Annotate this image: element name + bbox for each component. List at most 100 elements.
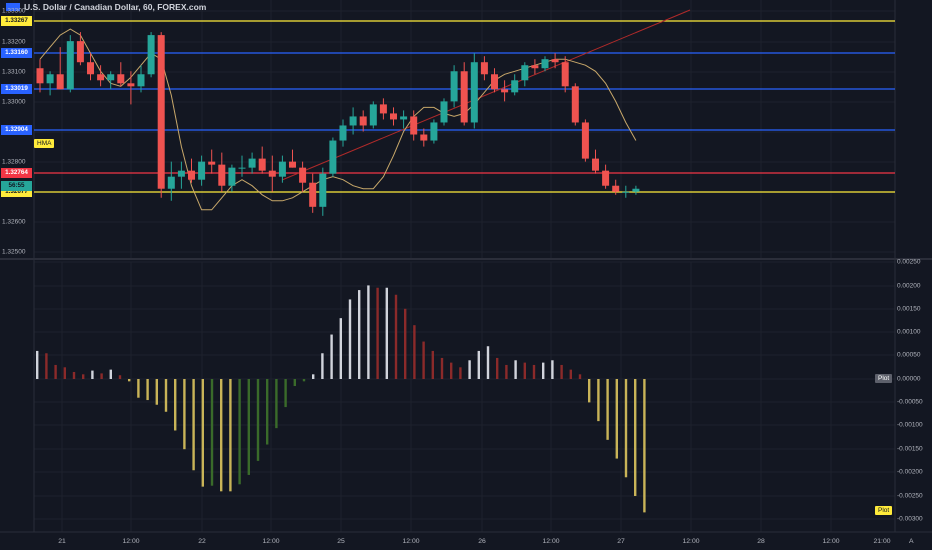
candle-body: [551, 59, 559, 63]
trendline: [281, 9, 691, 181]
candle-body: [480, 62, 488, 75]
candle-body: [470, 62, 478, 123]
level-label-yellow-top[interactable]: 1.33267: [1, 16, 32, 26]
level-label-blue[interactable]: 1.32904: [1, 125, 32, 135]
candle-body: [632, 188, 640, 192]
oscillator-bar: [348, 299, 352, 379]
price-tick: 1.32800: [2, 158, 26, 166]
oscillator-bar: [615, 379, 618, 459]
hma-indicator-tag[interactable]: HMA: [34, 139, 55, 148]
candle-body: [198, 161, 206, 180]
candle-body: [319, 173, 327, 207]
time-label: 25: [337, 538, 345, 545]
oscillator-bar: [275, 379, 278, 429]
candle-body: [622, 191, 630, 193]
oscillator-bar: [174, 379, 177, 431]
candle-body: [137, 74, 145, 87]
oscillator-bar: [523, 362, 526, 379]
candle-body: [177, 170, 185, 177]
oscillator-bar: [164, 379, 168, 412]
oscillator-bar: [422, 341, 425, 379]
oscillator-bar: [477, 350, 480, 379]
candle-body: [359, 116, 367, 126]
candle-body: [501, 89, 509, 93]
oscillator-bar: [118, 375, 122, 379]
candle-body: [420, 134, 428, 141]
candle-body: [349, 116, 357, 126]
symbol-icon: [6, 3, 20, 11]
time-label: 12:00: [402, 538, 420, 545]
candle-body: [107, 74, 115, 81]
candle-body: [208, 161, 216, 165]
time-label: 12:00: [682, 538, 700, 545]
oscillator-bar: [220, 379, 223, 492]
price-tick: 1.33000: [2, 98, 26, 106]
candle-body: [521, 65, 529, 81]
candle-body: [602, 170, 610, 186]
candle-body: [97, 74, 105, 81]
candle-body: [289, 161, 296, 168]
oscillator-bar: [247, 379, 250, 475]
candle-body: [188, 170, 195, 180]
oscillator-bar: [63, 367, 66, 379]
oscillator-bar: [459, 367, 462, 379]
price-tick: 1.33300: [2, 7, 26, 15]
oscillator-bar: [293, 379, 296, 387]
candle-body: [450, 71, 458, 102]
candle-body: [268, 170, 276, 177]
oscillator-bar: [606, 379, 609, 440]
time-label: 12:00: [542, 538, 560, 545]
candle-body: [76, 41, 84, 63]
oscillator-bar: [339, 318, 342, 379]
oscillator-bar: [394, 294, 398, 379]
oscillator-bar: [560, 364, 563, 379]
price-axis[interactable]: 1.33300 1.33200 1.33100 1.33000 1.32800 …: [0, 0, 34, 550]
candle-body: [147, 35, 155, 75]
oscillator-bar: [54, 364, 57, 379]
oscillator-bar: [643, 379, 646, 513]
level-label-blue[interactable]: 1.33019: [1, 84, 32, 94]
candle-body: [56, 74, 64, 90]
oscillator-bar: [256, 379, 260, 461]
oscillator-bar: [201, 379, 204, 487]
candle-body: [571, 86, 579, 123]
hma-line: [39, 28, 637, 211]
oscillator-bar: [155, 379, 158, 405]
oscillator-bar: [330, 334, 333, 379]
oscillator-bar: [358, 290, 361, 379]
plot-value-tag-bottom: Plot: [875, 506, 893, 515]
price-tick: 1.32500: [2, 248, 26, 256]
oscillator-bar: [505, 364, 508, 379]
price-tick: 1.33200: [2, 38, 26, 46]
candle-body: [400, 116, 408, 120]
level-label-red[interactable]: 1.32764: [1, 168, 32, 178]
level-label-yellow-bottom[interactable]: 1.32677: [1, 187, 32, 197]
symbol-title[interactable]: U.S. Dollar / Canadian Dollar, 60, FOREX…: [6, 2, 206, 16]
osc-tick: -0.00150: [897, 445, 923, 453]
osc-tick: 0.00200: [897, 282, 921, 290]
candle-body: [167, 176, 175, 189]
oscillator-bar: [109, 369, 112, 379]
osc-tick: -0.00300: [897, 515, 923, 523]
symbol-title-text: U.S. Dollar / Canadian Dollar, 60, FOREX…: [24, 2, 207, 12]
level-label-blue[interactable]: 1.33160: [1, 48, 32, 58]
candle-body: [410, 116, 418, 135]
candle-body: [581, 122, 589, 159]
time-label: 12:00: [122, 538, 140, 545]
osc-tick: 0.00250: [897, 258, 921, 266]
time-label: 12:00: [262, 538, 280, 545]
candle-body: [258, 158, 266, 171]
osc-tick: -0.00250: [897, 492, 923, 500]
oscillator-bar: [569, 369, 572, 379]
candle-body: [491, 74, 498, 90]
time-label: 26: [478, 538, 486, 545]
time-label: 12:00: [822, 538, 840, 545]
oscillator-bar: [284, 379, 287, 408]
candle-body: [531, 65, 539, 69]
candle-body: [46, 74, 54, 84]
auto-scale-button[interactable]: A: [909, 538, 914, 545]
oscillator-bar: [514, 360, 517, 379]
oscillator-bar: [468, 360, 471, 379]
